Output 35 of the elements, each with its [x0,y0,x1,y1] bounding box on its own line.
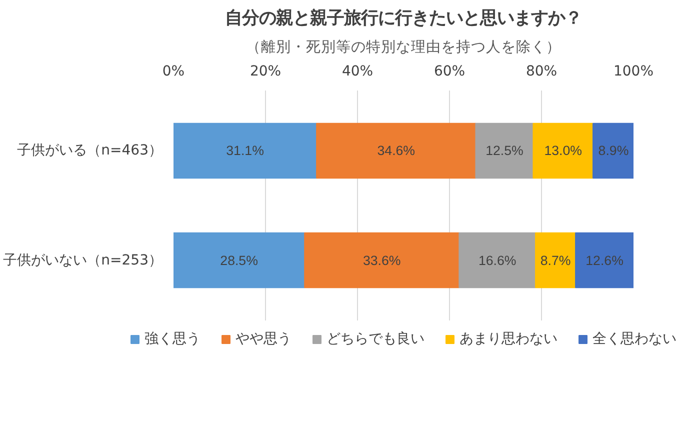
bar [174,122,318,179]
data-label: 33.6% [362,252,401,268]
y-tick-label: 子供がいる（n=463） [17,142,163,159]
legend-label: 全く思わない [592,330,676,348]
data-label: 16.6% [478,252,516,268]
legend-label: 強く思う [144,330,200,348]
bar [475,122,534,179]
data-label: 8.9% [598,143,629,158]
y-tick-label: 子供がいない（n=253） [3,252,163,268]
x-tick-label: 80% [526,64,558,80]
bar [575,232,634,288]
bar [304,232,460,288]
data-label: 12.5% [486,143,524,158]
x-tick-label: 20% [250,64,282,80]
bar [174,232,306,288]
legend-label: やや思う [236,330,292,348]
data-label: 34.6% [377,143,416,158]
bar [592,122,634,179]
legend-label: あまり思わない [460,330,558,348]
bar [316,122,476,179]
bar [535,232,576,288]
data-label: 12.6% [586,252,624,268]
chart-subtitle: （離別・死別等の特別な理由を持つ人を除く） [246,38,561,56]
x-tick-label: 100% [613,64,654,80]
data-label: 31.1% [226,143,264,158]
bar [458,232,536,288]
chart-title: 自分の親と親子旅行に行きたいと思いますか？ [225,8,582,28]
data-label: 8.7% [540,252,571,268]
data-label: 13.0% [544,143,582,158]
x-tick-label: 60% [434,64,466,80]
legend-label: どちらでも良い [326,330,424,348]
data-label: 28.5% [220,252,258,268]
x-tick-label: 0% [162,64,185,80]
x-tick-label: 40% [342,64,374,80]
bar [532,122,594,179]
